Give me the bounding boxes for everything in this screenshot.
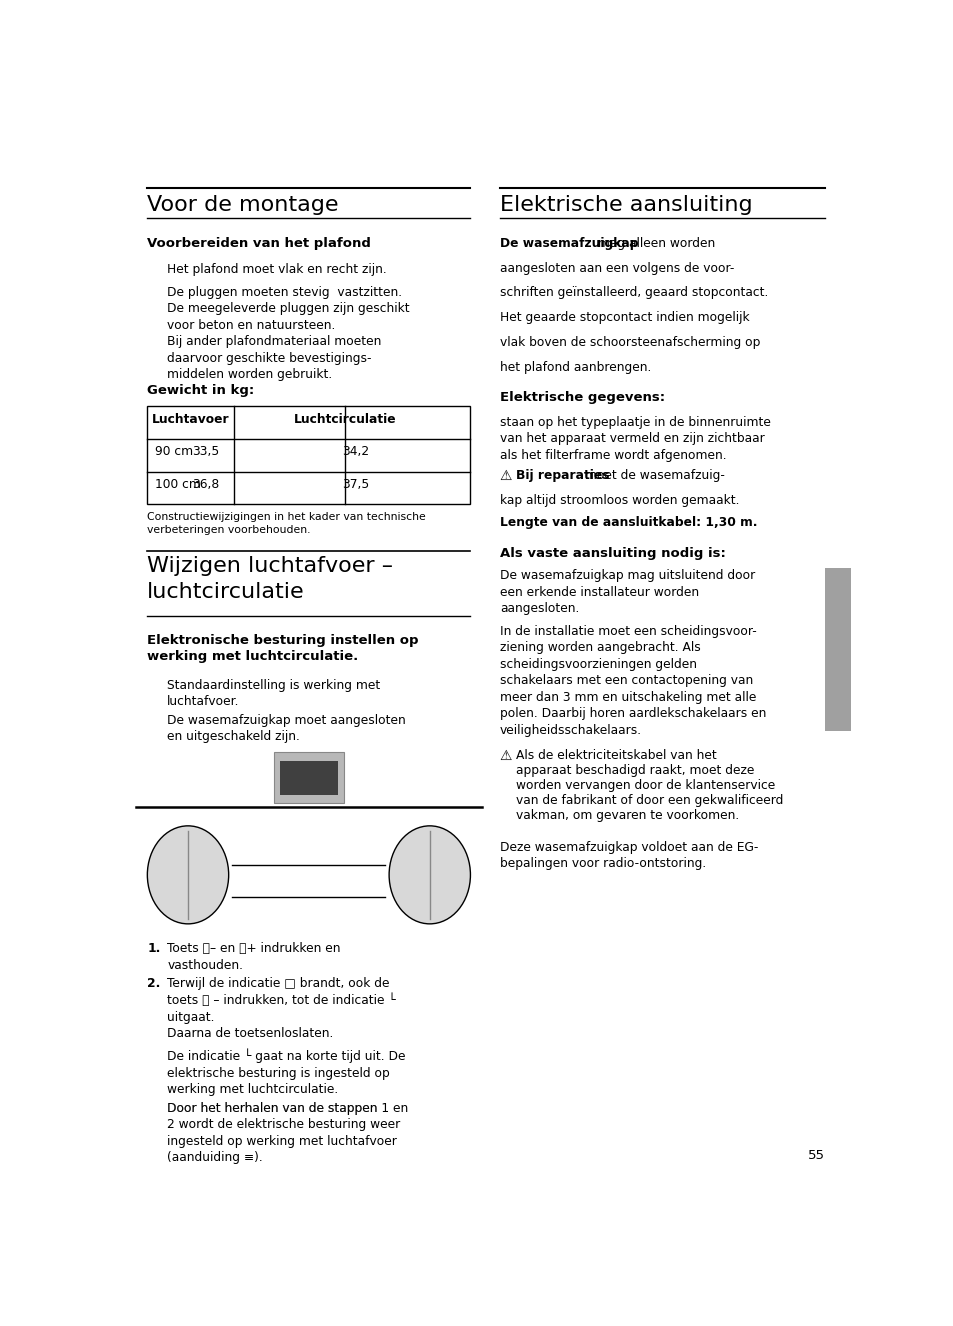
Text: Wijzigen luchtafvoer –
luchtcirculatie: Wijzigen luchtafvoer – luchtcirculatie [147,557,393,602]
Text: 34,2: 34,2 [342,446,369,459]
Text: De pluggen moeten stevig  vastzitten.
De meegeleverde pluggen zijn geschikt
voor: De pluggen moeten stevig vastzitten. De … [167,285,410,382]
Text: De wasemafzuigkap: De wasemafzuigkap [499,237,638,249]
Ellipse shape [147,826,229,924]
Text: Luchtavoer: Luchtavoer [152,414,229,427]
Text: Voorbereiden van het plafond: Voorbereiden van het plafond [147,237,371,249]
Text: 90 cm: 90 cm [154,446,193,459]
Text: Bij reparaties: Bij reparaties [516,469,609,481]
Text: Het geaarde stopcontact indien mogelijk: Het geaarde stopcontact indien mogelijk [499,312,749,324]
Text: De wasemafzuigkap moet aangesloten
en uitgeschakeld zijn.: De wasemafzuigkap moet aangesloten en ui… [167,713,406,743]
Text: Als vaste aansluiting nodig is:: Als vaste aansluiting nodig is: [499,546,725,560]
Text: Deze wasemafzuigkap voldoet aan de EG-
bepalingen voor radio-ontstoring.: Deze wasemafzuigkap voldoet aan de EG- b… [499,841,758,870]
Text: In de installatie moet een scheidingsvoor-
ziening worden aangebracht. Als
schei: In de installatie moet een scheidingsvoo… [499,625,765,736]
Text: 100 cm: 100 cm [154,479,200,491]
Text: −: − [159,890,172,904]
Text: −: − [400,890,414,904]
Text: Het plafond moet vlak en recht zijn.: Het plafond moet vlak en recht zijn. [167,264,387,276]
Text: De indicatie └ gaat na korte tijd uit. De
elektrische besturing is ingesteld op
: De indicatie └ gaat na korte tijd uit. D… [167,1049,405,1097]
Bar [274,752,344,804]
Bar [279,761,337,796]
Text: 33,5: 33,5 [192,446,219,459]
Text: ☘: ☘ [405,858,416,871]
Text: Elektrische gegevens:: Elektrische gegevens: [499,391,664,404]
Text: 2.: 2. [147,977,160,991]
Bar [824,568,850,731]
Text: Toets ⛏– en ⛏+ indrukken en
vasthouden.: Toets ⛏– en ⛏+ indrukken en vasthouden. [167,943,340,972]
Text: +: + [443,890,456,904]
Text: het plafond aanbrengen.: het plafond aanbrengen. [499,361,651,374]
Text: Terwijl de indicatie □ brandt, ook de
toets ⛏ – indrukken, tot de indicatie └
ui: Terwijl de indicatie □ brandt, ook de to… [167,977,395,1041]
Text: 36,8: 36,8 [192,479,219,491]
Text: 37,5: 37,5 [342,479,369,491]
Text: kap altijd stroomloos worden gemaakt.: kap altijd stroomloos worden gemaakt. [499,493,739,507]
Text: +: + [202,890,214,904]
Text: Luchtcirculatie: Luchtcirculatie [294,414,395,427]
Text: Lengte van de aansluitkabel: 1,30 m.: Lengte van de aansluitkabel: 1,30 m. [499,516,757,529]
Text: Door het herhalen van de stappen: Door het herhalen van de stappen [167,1102,381,1115]
Text: Als de elektriciteitskabel van het
apparaat beschadigd raakt, moet deze
worden v: Als de elektriciteitskabel van het appar… [516,749,782,822]
Bar [147,406,470,504]
Text: moet de wasemafzuig-: moet de wasemafzuig- [580,469,724,481]
Text: schriften geïnstalleerd, geaard stopcontact.: schriften geïnstalleerd, geaard stopcont… [499,286,767,300]
Text: aangesloten aan een volgens de voor-: aangesloten aan een volgens de voor- [499,261,734,274]
Text: 55: 55 [807,1148,824,1162]
Text: De wasemafzuigkap mag uitsluitend door
een erkende installateur worden
aangeslot: De wasemafzuigkap mag uitsluitend door e… [499,569,755,615]
Text: mag alleen worden: mag alleen worden [594,237,715,249]
Text: vlak boven de schoorsteenafscherming op: vlak boven de schoorsteenafscherming op [499,335,760,349]
Text: ⚠: ⚠ [499,469,517,483]
Ellipse shape [389,826,470,924]
Text: Voor de montage: Voor de montage [147,195,338,215]
Text: 8: 8 [301,765,315,785]
Text: ⚠: ⚠ [499,749,517,762]
Text: Elektrische aansluiting: Elektrische aansluiting [499,195,752,215]
Text: Standaardinstelling is werking met
luchtafvoer.: Standaardinstelling is werking met lucht… [167,679,380,708]
Text: Door het herhalen van de stappen 1 en
2 wordt de elektrische besturing weer
inge: Door het herhalen van de stappen 1 en 2 … [167,1102,408,1164]
Text: Gewicht in kg:: Gewicht in kg: [147,383,254,396]
Text: 1.: 1. [147,943,160,955]
Text: ☼: ☼ [164,858,175,871]
Text: Elektronische besturing instellen op
werking met luchtcirculatie.: Elektronische besturing instellen op wer… [147,634,418,663]
Text: Constructiewijzigingen in het kader van technische
verbeteringen voorbehouden.: Constructiewijzigingen in het kader van … [147,512,426,536]
Text: Door het herhalen van de stappen: Door het herhalen van de stappen [167,1102,381,1115]
Text: staan op het typeplaatje in de binnenruimte
van het apparaat vermeld en zijn zic: staan op het typeplaatje in de binnenrui… [499,416,770,461]
